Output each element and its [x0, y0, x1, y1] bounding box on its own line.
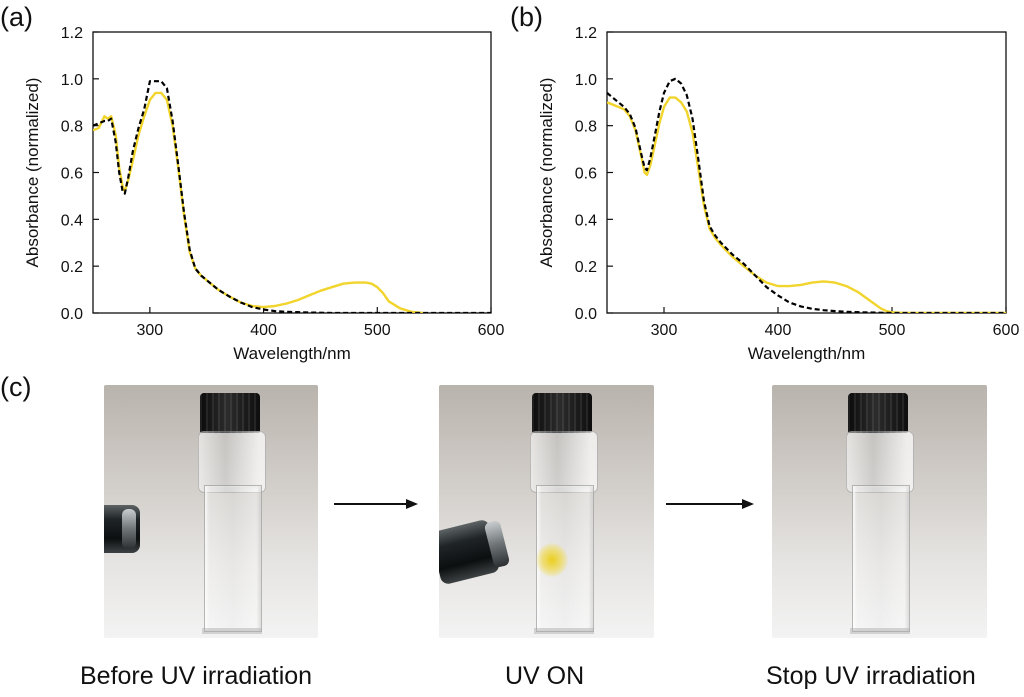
y-axis-title: Absorbance (normalized)	[23, 78, 42, 268]
cuvette-neck	[846, 431, 914, 493]
cuvette	[852, 485, 910, 632]
cuvette-base	[534, 628, 594, 634]
photo-before-uv	[104, 385, 318, 638]
cuvette-base	[850, 628, 910, 634]
cuvette-neck	[198, 431, 266, 493]
y-tick-label: 0.4	[61, 212, 83, 229]
series-line-irradiated	[607, 96, 1006, 313]
cuvette-neck	[530, 431, 598, 493]
x-tick-label: 300	[137, 322, 164, 339]
y-tick-label: 0.2	[61, 259, 83, 276]
series-line-reference	[607, 77, 1006, 313]
x-tick-label: 400	[250, 322, 277, 339]
y-tick-label: 0.0	[61, 306, 83, 323]
y-axis-title: Absorbance (normalized)	[537, 78, 556, 268]
y-tick-label: 1.0	[61, 72, 83, 89]
absorbance-chart-b: 0.0 0.2 0.4 0.6 0.8 1.0 1.2 300 400 500 600 Wavelen…	[537, 25, 1020, 363]
absorbance-chart-a: 0.0 0.2 0.4 0.6 0.8 1.0 1.2 300 400 500 600 Wavelen…	[23, 25, 505, 363]
x-tick-label: 300	[651, 322, 678, 339]
cuvette-base	[202, 628, 262, 634]
y-tick-label: 1.2	[575, 25, 597, 42]
cuvette-cap	[200, 393, 260, 433]
y-tick-label: 0.8	[61, 119, 83, 136]
cuvette-cap	[532, 393, 592, 433]
series-line-irradiated	[93, 91, 423, 313]
y-tick-label: 1.2	[61, 25, 83, 42]
cuvette	[204, 485, 262, 632]
photo-stop-uv	[772, 385, 987, 638]
photo-uv-on	[439, 385, 654, 638]
caption-stop-uv: Stop UV irradiation	[766, 662, 976, 690]
yellow-photochromic-spot	[536, 543, 568, 577]
plot-frame	[606, 31, 1007, 314]
x-tick-label: 400	[765, 322, 792, 339]
panel-label-c: (c)	[0, 372, 32, 402]
x-tick-label: 500	[364, 322, 391, 339]
arrow-right-icon	[334, 499, 418, 509]
y-tick-label: 0.6	[575, 166, 597, 183]
x-axis-title: Wavelength/nm	[233, 344, 350, 363]
x-tick-label: 500	[879, 322, 906, 339]
caption-before-uv: Before UV irradiation	[80, 662, 313, 690]
y-tick-label: 0.0	[575, 306, 597, 323]
panel-label-b: (b)	[510, 2, 543, 32]
y-tick-label: 0.4	[575, 212, 597, 229]
y-tick-label: 0.8	[575, 119, 597, 136]
series-line-reference	[93, 80, 491, 313]
x-tick-label: 600	[993, 322, 1020, 339]
caption-uv-on: UV ON	[505, 662, 585, 690]
y-tick-label: 0.6	[61, 166, 83, 183]
y-tick-label: 1.0	[575, 72, 597, 89]
uv-lamp-ring	[122, 509, 136, 549]
cuvette-cap	[848, 393, 908, 433]
plot-frame	[92, 31, 492, 314]
arrow-right-icon	[666, 499, 754, 509]
x-tick-label: 600	[478, 322, 505, 339]
y-tick-label: 0.2	[575, 259, 597, 276]
panel-label-a: (a)	[0, 2, 33, 32]
x-axis-title: Wavelength/nm	[748, 344, 865, 363]
